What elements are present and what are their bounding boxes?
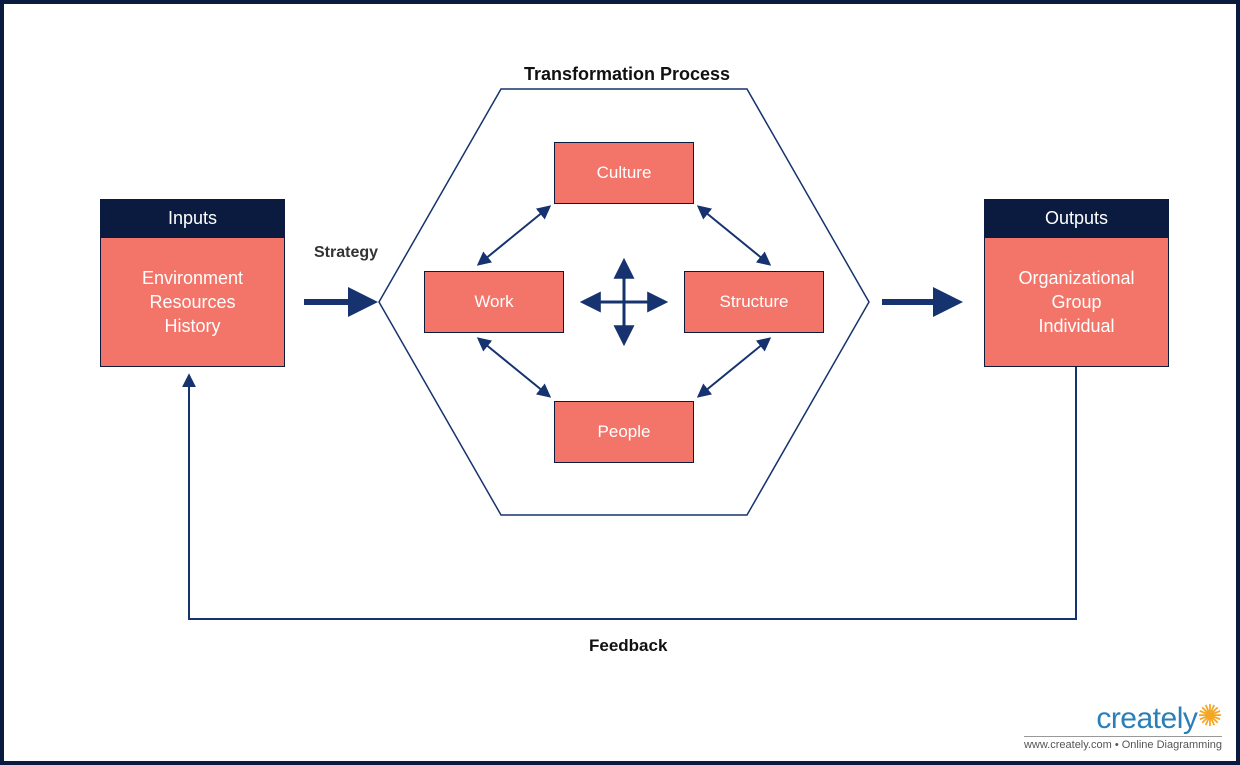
arrow-structure-people [699,339,769,396]
arrow-work-people [479,339,549,396]
box-culture: Culture [554,142,694,204]
logo-brand: creately✺ [1024,704,1222,734]
box-people: People [554,401,694,463]
box-work: Work [424,271,564,333]
outputs-header: Outputs [984,199,1169,237]
label-strategy: Strategy [314,244,378,262]
bulb-icon: ✺ [1197,702,1222,732]
inputs-header: Inputs [100,199,285,237]
diagram-frame: Inputs Environment Resources History Out… [0,0,1240,765]
logo-brand-text: creately [1096,702,1197,735]
box-structure: Structure [684,271,824,333]
creately-logo: creately✺ www.creately.com • Online Diag… [1024,704,1222,751]
arrow-culture-work [479,207,549,264]
label-feedback: Feedback [589,636,667,656]
inputs-body: Environment Resources History [100,237,285,367]
label-transformation: Transformation Process [524,64,730,85]
logo-subtext: www.creately.com • Online Diagramming [1024,736,1222,751]
arrow-culture-structure [699,207,769,264]
outputs-body: Organizational Group Individual [984,237,1169,367]
